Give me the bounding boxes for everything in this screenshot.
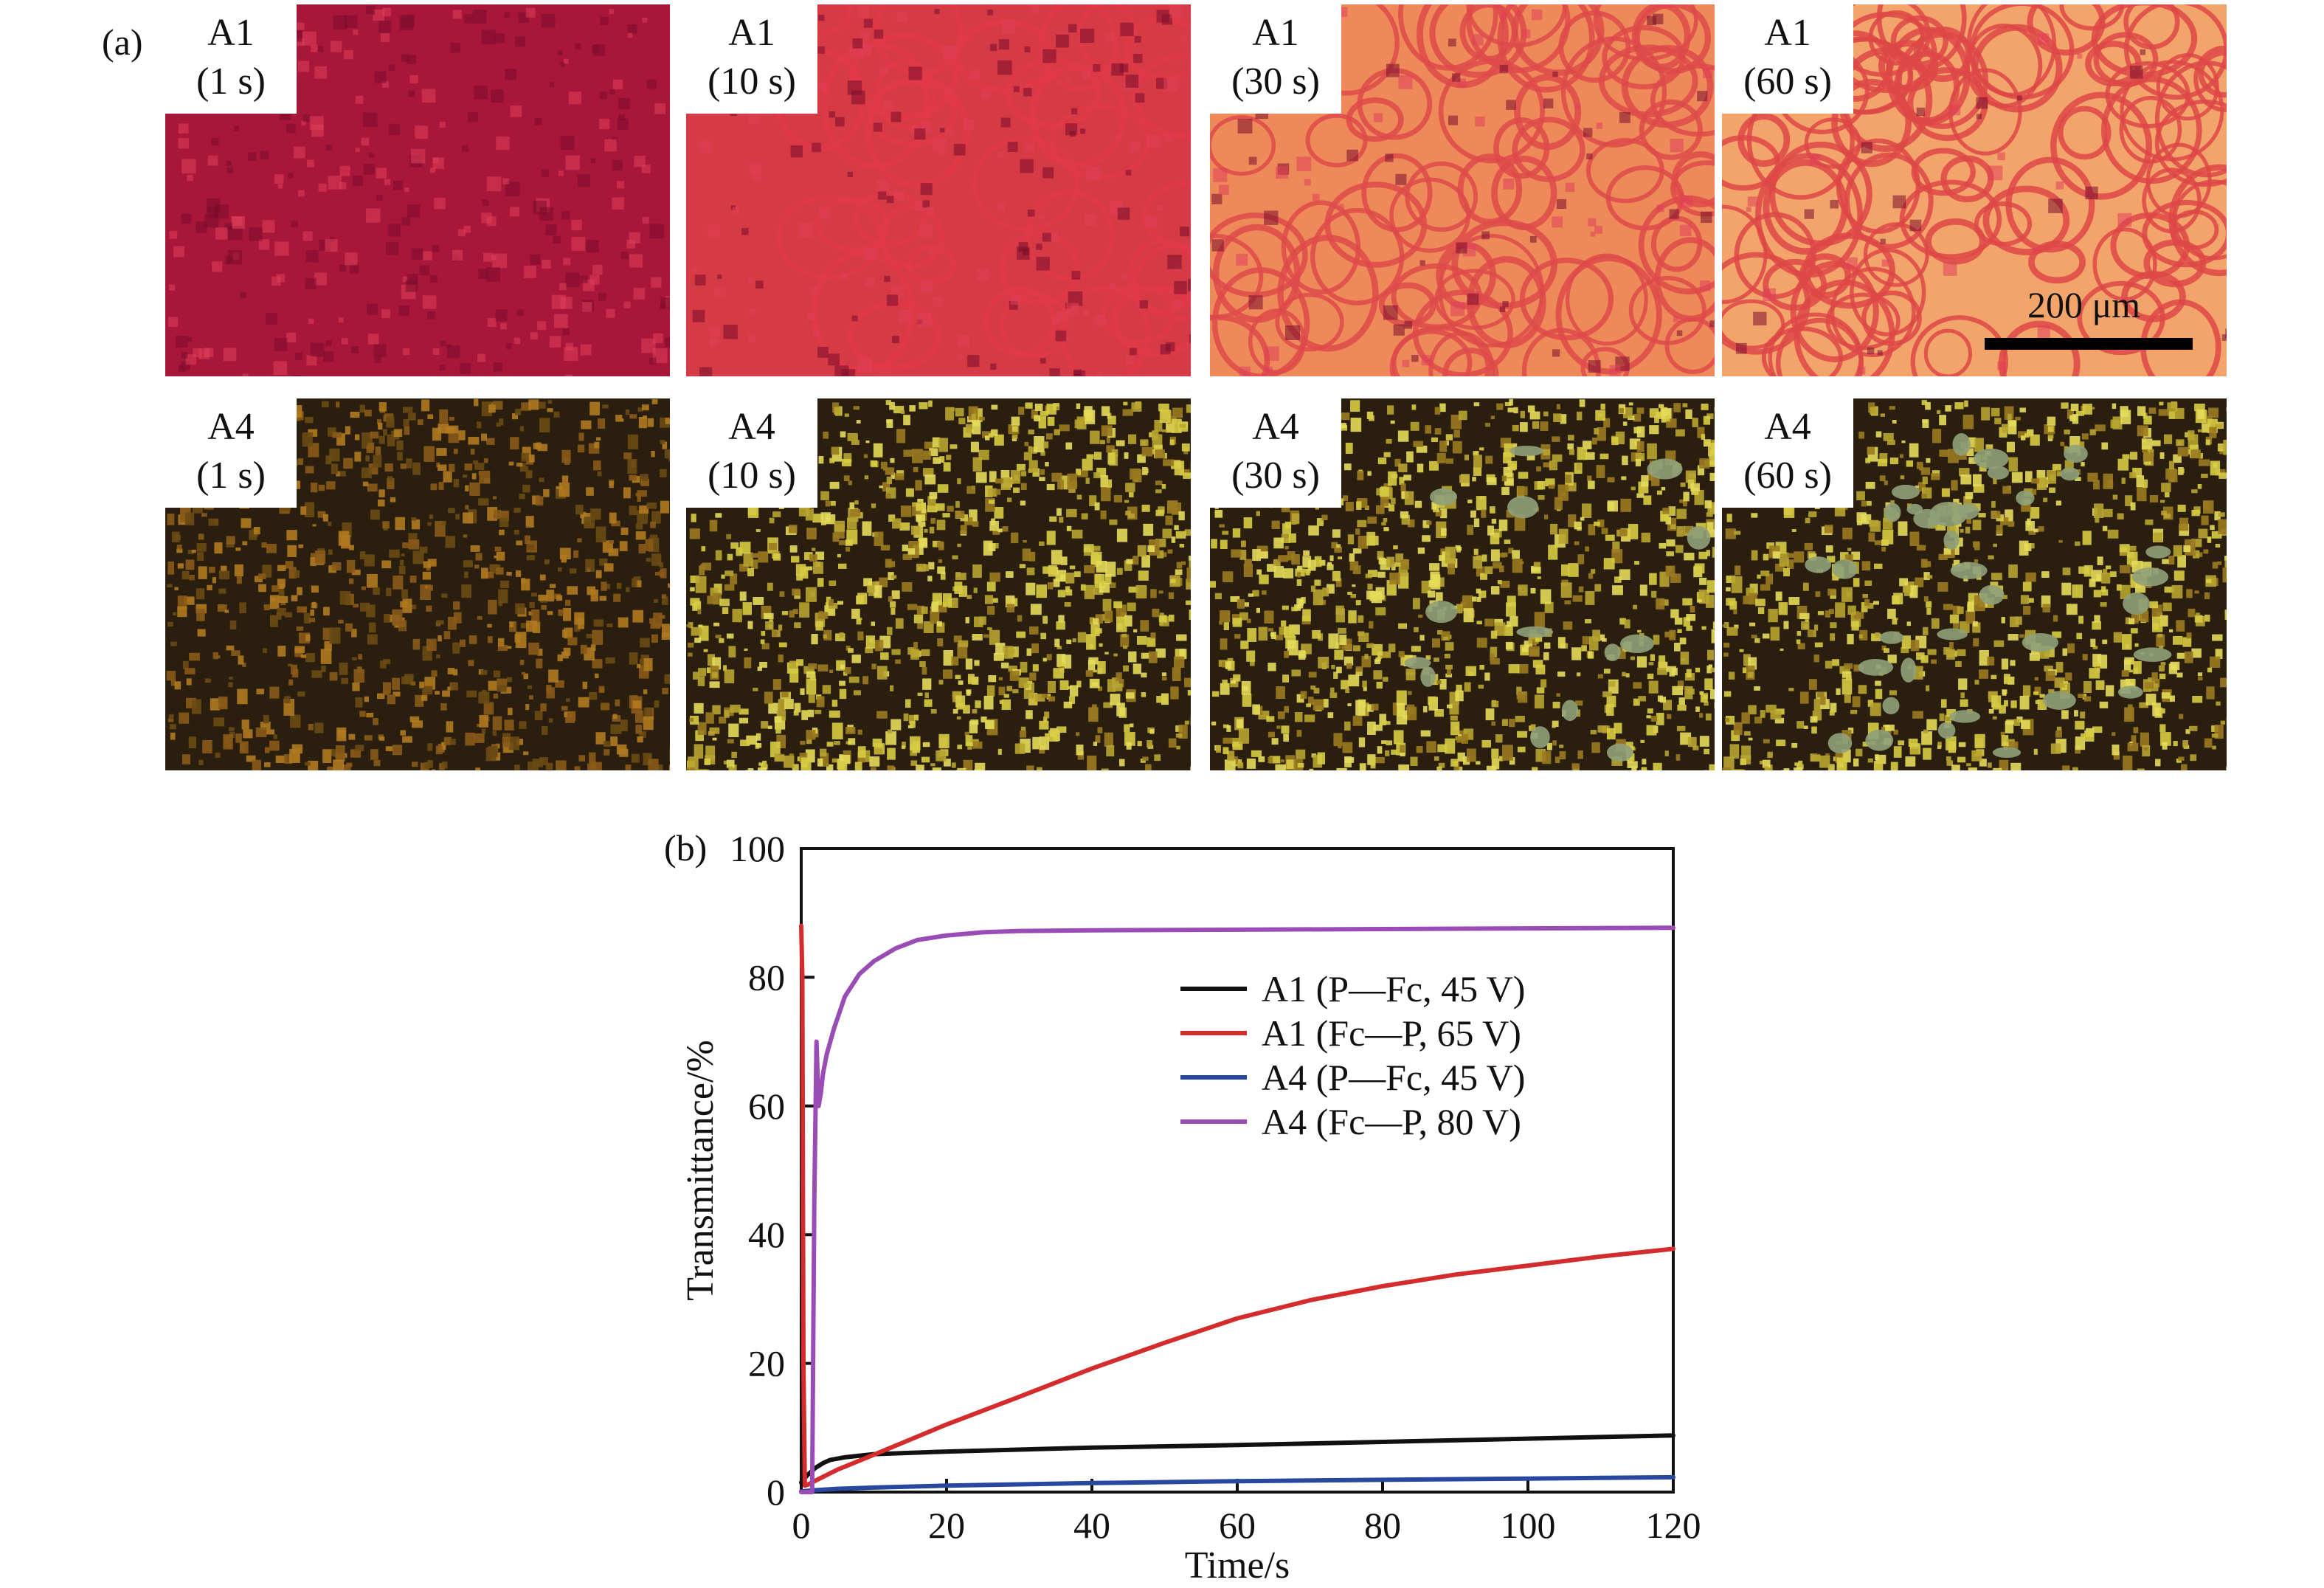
series-line-2 (799, 923, 1675, 1488)
x-tick-label: 120 (1646, 1505, 1701, 1546)
micrograph-a4-2: A4 (10 s) (686, 398, 1191, 770)
micrograph-sample: A1 (1252, 12, 1299, 54)
micrograph-sample: A4 (1252, 406, 1299, 448)
micrograph-a1-3: A1 (30 s) (1210, 4, 1715, 376)
x-tick-label: 20 (928, 1505, 965, 1546)
x-axis-label: Time/s (1185, 1544, 1290, 1587)
series-line-4 (799, 925, 1675, 1494)
y-tick-label: 60 (748, 1085, 785, 1127)
micrograph-label: A4 (30 s) (1210, 398, 1341, 508)
micrograph-a1-1: A1 (1 s) (165, 4, 670, 376)
micrograph-sample: A1 (1764, 12, 1811, 54)
plot-frame (800, 847, 1675, 1494)
micrograph-time: (60 s) (1743, 61, 1832, 103)
x-tick-label: 100 (1501, 1505, 1556, 1546)
micrograph-sample: A4 (728, 406, 775, 448)
series-line-1 (799, 1433, 1675, 1485)
y-tick-label: 100 (730, 828, 785, 869)
x-tick-label: 60 (1219, 1505, 1256, 1546)
micrograph-label: A1 (60 s) (1722, 4, 1853, 114)
micrograph-texture (165, 398, 670, 770)
legend-entry-1: A1 (P—Fc, 45 V) (1262, 968, 1525, 1009)
micrograph-time: (30 s) (1231, 61, 1320, 103)
micrograph-sample: A1 (728, 12, 775, 54)
y-tick-label: 0 (767, 1471, 785, 1513)
panel-b-letter: (b) (664, 827, 707, 869)
micrograph-label: A1 (10 s) (686, 4, 817, 114)
micrograph-label: A4 (60 s) (1722, 398, 1853, 508)
legend-entry-3: A4 (P—Fc, 45 V) (1262, 1057, 1525, 1098)
y-tick-label: 80 (748, 956, 785, 998)
micrograph-time: (30 s) (1231, 455, 1320, 497)
micrograph-time: (10 s) (708, 61, 796, 103)
x-tick-label: 40 (1073, 1505, 1110, 1546)
legend-entry-4: A4 (Fc—P, 80 V) (1262, 1101, 1521, 1142)
micrograph-sample: A4 (1764, 406, 1811, 448)
y-tick-label: 20 (748, 1343, 785, 1384)
micrograph-sample: A4 (207, 406, 255, 448)
micrograph-time: (1 s) (196, 61, 266, 103)
legend-entry-2: A1 (Fc—P, 65 V) (1262, 1012, 1521, 1054)
micrograph-time: (60 s) (1743, 455, 1832, 497)
panel-a-letter: (a) (102, 21, 143, 63)
series-line-3 (799, 1474, 1675, 1494)
micrograph-sample: A1 (207, 12, 255, 54)
micrograph-label: A4 (10 s) (686, 398, 817, 508)
scale-bar (1985, 338, 2193, 350)
micrograph-a1-2: A1 (10 s) (686, 4, 1191, 376)
micrograph-a4-3: A4 (30 s) (1210, 398, 1715, 770)
x-tick-label: 80 (1364, 1505, 1401, 1546)
micrograph-a4-4: A4 (60 s) (1722, 398, 2227, 770)
micrograph-time: (10 s) (708, 455, 796, 497)
micrograph-label: A1 (1 s) (165, 4, 297, 114)
x-tick-label: 0 (792, 1505, 811, 1546)
micrograph-a4-1: A4 (1 s) (165, 398, 670, 770)
y-axis-label: Transmittance/% (679, 1040, 722, 1300)
y-tick-label: 40 (748, 1214, 785, 1255)
micrograph-label: A1 (30 s) (1210, 4, 1341, 114)
micrograph-a1-4: A1 (60 s) 200 μm (1722, 4, 2227, 376)
scale-bar-label: 200 μm (2027, 284, 2141, 325)
micrograph-label: A4 (1 s) (165, 398, 297, 508)
micrograph-time: (1 s) (196, 455, 266, 497)
